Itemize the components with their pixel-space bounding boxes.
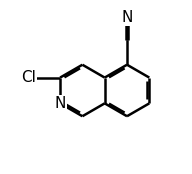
Text: N: N bbox=[121, 10, 133, 25]
Text: N: N bbox=[54, 96, 66, 111]
Text: Cl: Cl bbox=[21, 70, 36, 85]
